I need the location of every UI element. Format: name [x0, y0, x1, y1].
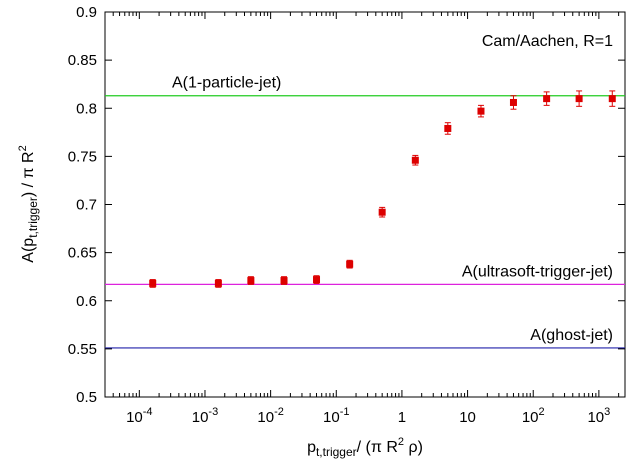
x-axis-label-sub: t,trigger — [316, 445, 357, 459]
x-tick-label: 10-3 — [192, 406, 218, 426]
y-tick-label: 0.9 — [76, 4, 97, 21]
annotation: Cam/Aachen, R=1 — [482, 33, 613, 50]
x-tick-label: 102 — [522, 406, 545, 426]
data-point — [378, 206, 386, 218]
x-axis-label-sup: 2 — [398, 436, 404, 448]
y-tick-label: 0.7 — [76, 197, 97, 214]
point-marker — [411, 156, 419, 164]
point-marker — [378, 208, 386, 216]
x-tick-label: 10-2 — [257, 406, 283, 426]
y-tick-label: 0.6 — [76, 293, 97, 310]
data-point — [477, 104, 485, 118]
data-point — [608, 90, 616, 107]
point-marker — [608, 95, 616, 103]
y-axis-label-sub: t,trigger — [26, 197, 40, 238]
data-point — [444, 122, 452, 135]
point-marker — [509, 98, 517, 106]
point-marker — [543, 95, 551, 103]
data-point — [411, 154, 419, 166]
reference-lines: A(1-particle-jet) A(ultrasoft-trigger-jet… — [105, 75, 625, 349]
y-tick-label: 0.85 — [68, 52, 97, 69]
x-axis-label-rest: / (π R — [357, 439, 398, 456]
y-tick-label: 0.8 — [76, 100, 97, 117]
y-axis-label-rest: ) / π R — [20, 151, 37, 197]
reference-line-label: A(ultrasoft-trigger-jet) — [462, 263, 613, 280]
point-marker — [575, 95, 583, 103]
x-tick-label: 10-4 — [126, 406, 152, 426]
point-marker — [477, 107, 485, 115]
data-point — [149, 279, 157, 288]
data-point — [543, 91, 551, 106]
data-point — [214, 279, 222, 288]
axis-ticks: 0.5 0.55 0.6 0.65 0.7 0.75 0.8 0.85 0.9 10-4 10-3 1… — [68, 4, 625, 426]
y-axis-label-main: A(p — [20, 238, 37, 263]
data-points — [149, 90, 616, 288]
data-point — [346, 259, 354, 269]
data-point — [247, 276, 255, 285]
x-axis-label-tail: ρ) — [404, 439, 423, 456]
y-tick-label: 0.65 — [68, 245, 97, 262]
x-axis-label-main: p — [307, 439, 316, 456]
point-marker — [214, 279, 222, 287]
data-point — [509, 95, 517, 110]
point-marker — [280, 277, 288, 285]
data-point — [313, 275, 321, 284]
data-point — [280, 276, 288, 285]
point-marker — [313, 276, 321, 284]
reference-line-label: A(ghost-jet) — [530, 327, 613, 344]
y-tick-label: 0.75 — [68, 148, 97, 165]
data-point — [575, 90, 583, 107]
point-marker — [247, 277, 255, 285]
point-marker — [346, 260, 354, 268]
y-axis-label-sup: 2 — [17, 145, 29, 151]
y-tick-label: 0.5 — [76, 389, 97, 406]
y-axis-label: A(pt,trigger) / π R2 — [17, 145, 40, 262]
x-tick-label: 10-1 — [323, 406, 349, 426]
point-marker — [444, 124, 452, 132]
x-tick-label: 103 — [587, 406, 610, 426]
x-tick-label: 1 — [398, 409, 406, 426]
x-axis-label: pt,trigger/ (π R2 ρ) — [307, 436, 423, 459]
point-marker — [149, 279, 157, 287]
y-tick-label: 0.55 — [68, 341, 97, 358]
reference-line-label: A(1-particle-jet) — [172, 75, 281, 92]
x-tick-label: 10 — [459, 409, 476, 426]
